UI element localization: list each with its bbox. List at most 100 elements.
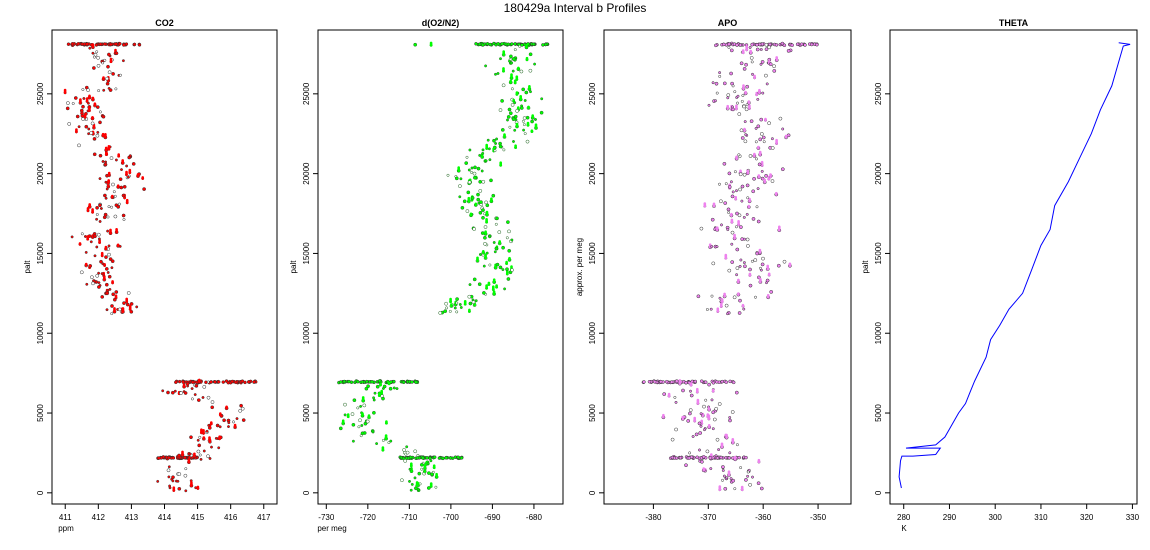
- data-point: [501, 268, 505, 272]
- data-point: [659, 379, 663, 384]
- data-point: [759, 486, 764, 491]
- data-point: [738, 298, 742, 303]
- data-point: [103, 193, 107, 198]
- data-point: [477, 282, 482, 287]
- data-point: [707, 103, 711, 107]
- data-point: [737, 112, 742, 116]
- data-point: [505, 267, 509, 272]
- data-point: [95, 133, 100, 138]
- data-point: [194, 384, 199, 388]
- data-point: [694, 432, 699, 437]
- data-point: [100, 295, 105, 299]
- data-point: [508, 111, 513, 116]
- x-axis-label: K: [901, 524, 907, 533]
- data-point: [770, 137, 774, 141]
- data-point: [515, 109, 519, 113]
- data-point: [710, 245, 714, 248]
- data-point: [98, 153, 103, 158]
- data-point: [711, 427, 715, 431]
- data-point: [177, 472, 182, 476]
- data-point: [474, 299, 478, 303]
- data-point: [510, 268, 514, 272]
- data-point: [721, 465, 725, 469]
- data-point: [735, 43, 739, 47]
- data-point: [765, 82, 769, 86]
- x-tick-label: 414: [158, 513, 172, 522]
- data-point: [735, 211, 739, 216]
- data-point: [470, 166, 474, 170]
- data-point: [503, 287, 507, 291]
- data-point: [689, 393, 694, 398]
- data-point: [756, 124, 761, 129]
- data-point: [434, 485, 438, 489]
- data-point: [746, 474, 750, 478]
- data-point: [92, 55, 96, 59]
- data-point: [217, 446, 221, 450]
- data-point: [731, 105, 734, 109]
- data-point: [510, 42, 514, 46]
- data-point: [416, 487, 420, 491]
- data-point: [98, 220, 102, 223]
- data-point: [208, 457, 212, 460]
- data-point: [426, 486, 431, 490]
- data-point: [523, 132, 527, 136]
- data-point: [362, 403, 367, 408]
- data-point: [75, 114, 80, 119]
- data-point: [77, 143, 81, 148]
- data-point: [724, 380, 729, 384]
- data-point: [760, 262, 765, 267]
- data-point: [114, 42, 118, 46]
- data-point: [522, 116, 527, 120]
- data-point: [185, 381, 190, 386]
- data-point: [727, 268, 732, 273]
- data-point: [107, 274, 112, 279]
- data-point: [735, 273, 739, 277]
- data-point: [420, 467, 424, 471]
- data-point: [351, 422, 356, 427]
- data-point: [737, 455, 741, 460]
- data-point: [206, 395, 211, 400]
- data-point: [770, 179, 775, 183]
- data-point: [110, 304, 114, 308]
- data-point: [113, 214, 118, 219]
- data-point: [216, 380, 221, 384]
- data-point: [467, 168, 471, 172]
- data-point: [453, 306, 457, 310]
- data-point: [382, 384, 387, 389]
- data-point: [356, 379, 360, 384]
- data-point: [731, 84, 735, 88]
- data-point: [744, 107, 749, 112]
- data-point: [98, 120, 102, 125]
- data-point: [732, 295, 737, 300]
- data-point: [488, 263, 492, 267]
- data-point: [480, 169, 484, 173]
- y-tick-label: 15000: [36, 242, 45, 265]
- data-point: [748, 267, 752, 272]
- data-point: [114, 290, 119, 294]
- data-point: [448, 456, 453, 460]
- data-point: [181, 380, 185, 384]
- data-point: [689, 389, 692, 393]
- data-point: [749, 56, 754, 60]
- data-point: [530, 119, 534, 124]
- data-point: [119, 185, 124, 190]
- data-point: [238, 408, 243, 413]
- data-point: [388, 386, 393, 391]
- data-point: [201, 396, 205, 399]
- data-point: [745, 103, 749, 107]
- data-point: [97, 285, 101, 289]
- data-point: [728, 379, 732, 384]
- data-point: [129, 302, 134, 306]
- data-point: [714, 43, 718, 48]
- data-point: [739, 61, 744, 66]
- data-point: [458, 195, 462, 199]
- data-point: [513, 128, 517, 132]
- data-point: [493, 149, 497, 153]
- data-point: [213, 380, 217, 384]
- data-point: [206, 454, 210, 459]
- data-point: [103, 212, 108, 217]
- data-point: [358, 418, 362, 423]
- x-tick-label: 310: [1034, 513, 1048, 522]
- data-point: [206, 380, 210, 384]
- data-point: [414, 380, 418, 384]
